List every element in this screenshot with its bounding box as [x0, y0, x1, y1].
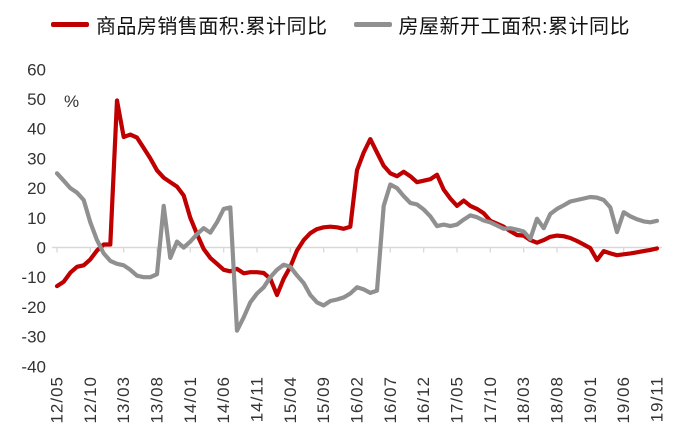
starts-legend-label: 房屋新开工面积:累计同比	[398, 16, 631, 38]
x-axis-label: 15/04	[281, 376, 300, 424]
y-axis-label: -10	[21, 268, 46, 287]
x-axis-label: 18/08	[548, 376, 567, 424]
y-axis-label: -40	[21, 357, 46, 376]
y-axis-label: 60	[27, 60, 46, 79]
x-axis-label: 14/01	[181, 376, 200, 424]
x-axis-label: 12/05	[48, 376, 67, 424]
legend-item-sales: 商品房销售面积:累计同比	[50, 10, 328, 39]
x-axis-label: 16/12	[414, 376, 433, 424]
x-axis-label: 16/02	[348, 376, 367, 424]
legend: 商品房销售面积:累计同比 房屋新开工面积:累计同比	[0, 10, 681, 39]
y-axis-label: 50	[27, 90, 46, 109]
x-axis-label: 13/08	[148, 376, 167, 424]
sales-legend-label: 商品房销售面积:累计同比	[95, 16, 328, 38]
legend-item-starts: 房屋新开工面积:累计同比	[353, 10, 631, 39]
x-axis-label: 15/09	[314, 376, 333, 424]
sales-series-line	[54, 98, 660, 298]
x-axis-label: 12/10	[81, 376, 100, 424]
y-axis-unit-label: %	[64, 92, 79, 111]
x-axis-label: 17/05	[448, 376, 467, 424]
y-axis-label: -30	[21, 328, 46, 347]
starts-series-line	[54, 171, 660, 333]
x-axis-label: 14/11	[248, 376, 267, 422]
sales-line-swatch	[50, 22, 89, 27]
x-axis-label: 19/01	[581, 376, 600, 424]
x-axis-label: 19/11	[648, 376, 667, 422]
x-axis-label: 19/06	[614, 376, 633, 424]
x-axis-label: 17/10	[481, 376, 500, 424]
y-axis-label: 40	[27, 120, 46, 139]
y-axis-label: 0	[37, 239, 46, 258]
starts-line-swatch	[353, 22, 392, 27]
x-axis-label: 13/03	[114, 376, 133, 424]
y-axis-label: 10	[27, 209, 46, 228]
x-axis-label: 14/06	[214, 376, 233, 424]
x-axis-label: 18/03	[514, 376, 533, 424]
y-axis-label: 30	[27, 149, 46, 168]
y-axis-label: -20	[21, 298, 46, 317]
y-axis-label: 20	[27, 179, 46, 198]
x-axis-label: 16/07	[381, 376, 400, 424]
